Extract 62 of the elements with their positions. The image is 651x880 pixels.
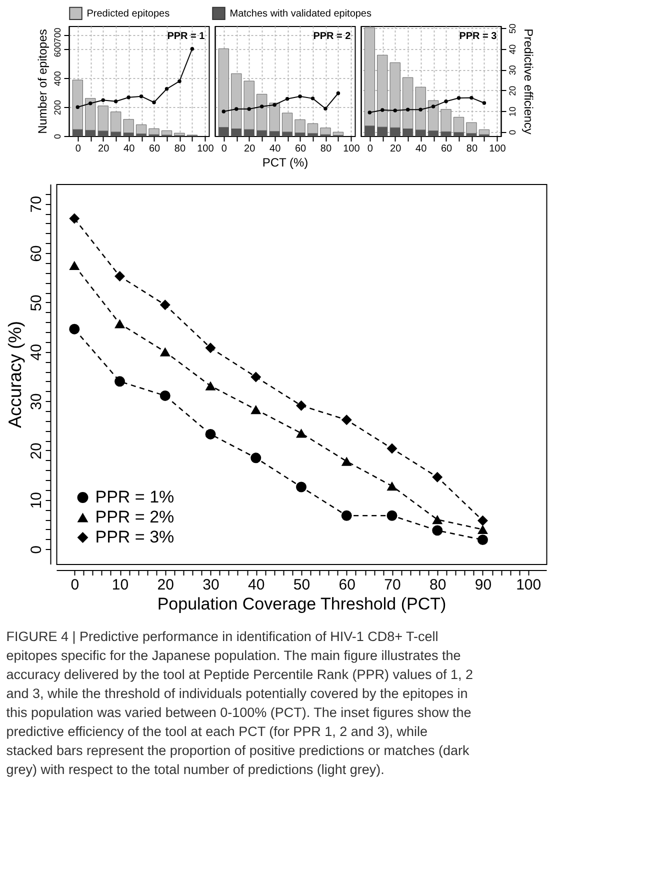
y-axis-title: Accuracy (%) [4,320,25,428]
x-tick-label: 0 [367,144,374,154]
y-tick-label: 400 [52,71,62,86]
x-tick-label: 0 [221,144,228,154]
y-tick-label: 20 [28,442,45,460]
x-tick-label: 100 [343,144,360,154]
y2-tick-label: 40 [507,44,518,54]
y-tick-label: 600 [52,42,62,58]
annotation: PPR = 1 [167,31,206,42]
x-tick-label: 30 [202,576,220,594]
x-tick-label: 40 [270,144,282,154]
caption: FIGURE 4 | Predictive performance in identification of HIV-1 CD8+ T-cell epitopes specific for the Japanese population. The main figure illustrates the accuracy delivered by the tool at Peptide Percentile Rank (PPR) values of 1, 2 and 3, while the threshold of individuals potentially covered by the epitopes in this population was varied between 0-100% (PCT). The inset figures show the predictive efficiency of the tool at each PCT (for PPR 1, 2 and 3), while stacked bars represent the proportion of positive predictions or matches (dark grey) with respect to the total number of predictions (light grey). [6,629,473,777]
x-tick-label: 20 [244,144,256,154]
annotation: PPR = 2 [313,31,352,42]
x-tick-label: 40 [248,576,265,594]
x-tick-label: 60 [440,144,453,154]
y-tick-label: 70 [28,196,45,213]
y-tick-label: 0 [52,134,62,140]
x-axis-title: Population Coverage Threshold (PCT) [157,594,446,614]
y2-tick-label: 30 [507,65,518,76]
y-tick-label: 200 [52,100,62,116]
y2-tick-label: 50 [507,24,518,34]
y-tick-label: 30 [28,393,45,410]
y-tick-label: 50 [28,294,45,312]
y-tick-label: 40 [28,344,45,361]
x-tick-label: 60 [148,144,161,154]
x-tick-label: 20 [390,144,402,154]
x-tick-label: 0 [70,576,80,594]
x-tick-label: 20 [157,576,174,594]
x-tick-label: 60 [338,576,356,594]
x-tick-label: 100 [516,576,542,594]
legend-label: Predicted epitopes [86,8,170,20]
y2-tick-label: 0 [507,130,518,135]
x-tick-label: 80 [430,576,446,594]
x-tick-label: 50 [293,576,310,594]
x-tick-label: 60 [294,144,307,154]
y-axis-title: Number of epitopes [35,29,50,134]
x-tick-label: 0 [75,144,82,154]
y2-axis-title: Predictive efficiency [521,28,536,134]
x-tick-label: 40 [416,144,428,154]
legend-label: PPR = 3% [95,528,174,546]
legend-label: PPR = 2% [95,508,174,526]
y-tick-label: 700 [52,28,62,43]
x-tick-label: 100 [197,144,214,154]
annotation: PPR = 3 [459,31,498,42]
x-tick-label: 80 [320,144,332,154]
y-tick-label: 60 [28,245,45,262]
y2-tick-label: 20 [507,86,518,96]
x-tick-label: 80 [466,144,478,154]
y-tick-label: 0 [28,546,45,554]
legend-label: PPR = 1% [95,488,174,506]
x-tick-label: 80 [174,144,186,154]
x-axis-title: PCT (%) [262,156,308,170]
x-tick-label: 40 [124,144,136,154]
x-tick-label: 90 [474,576,492,594]
legend-label: Matches with validated epitopes [230,8,372,20]
x-tick-label: 10 [112,576,129,594]
x-tick-label: 70 [384,576,401,594]
x-tick-label: 20 [98,144,110,154]
x-tick-label: 100 [489,144,506,154]
y2-tick-label: 10 [507,106,518,117]
y-tick-label: 10 [28,492,45,509]
